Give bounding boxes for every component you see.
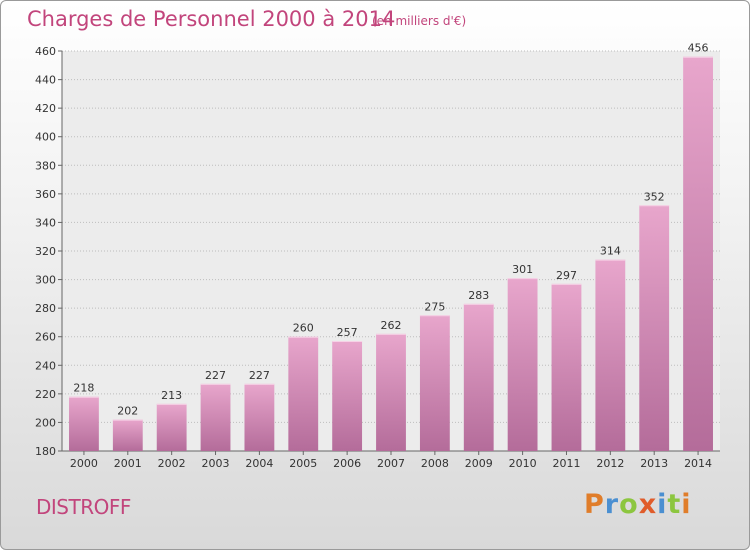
bar-value-label: 202 [117,405,138,418]
bar-value-label: 213 [161,389,182,402]
bar-value-label: 257 [337,326,358,339]
logo-letter: t [667,489,682,520]
bar-value-label: 227 [205,369,226,382]
logo-letter: r [604,489,620,520]
y-tick-label: 300 [35,274,56,287]
bar [463,303,494,451]
x-tick-label: 2004 [245,457,273,470]
y-tick-label: 360 [35,188,56,201]
chart-title: Charges de Personnel 2000 à 2014 [27,7,396,31]
bar [288,336,319,451]
bar [595,259,626,451]
bar-value-label: 297 [556,269,577,282]
x-tick-label: 2011 [552,457,580,470]
y-tick-label: 260 [35,331,56,344]
proxiti-logo: Proxiti [584,489,692,520]
x-tick-label: 2001 [114,457,142,470]
bar [419,315,450,451]
x-tick-label: 2010 [509,457,537,470]
bar [551,283,582,451]
x-tick-label: 2002 [158,457,186,470]
logo-letter: x [638,489,658,520]
y-tick-label: 460 [35,45,56,58]
x-tick-label: 2007 [377,457,405,470]
bar-value-label: 275 [424,300,445,313]
y-tick-label: 220 [35,388,56,401]
y-tick-label: 240 [35,359,56,372]
x-tick-label: 2003 [202,457,230,470]
bar [112,419,143,451]
logo-letter: P [584,489,605,520]
x-tick-label: 2012 [596,457,624,470]
logo-letter: i [681,489,692,520]
bar [244,383,275,451]
bar-value-label: 283 [468,289,489,302]
y-tick-label: 320 [35,245,56,258]
bar [683,56,713,451]
bar-value-label: 218 [73,382,94,395]
bar [156,403,187,451]
y-tick-label: 280 [35,302,56,315]
chart-subtitle: (en milliers d'€) [372,14,467,28]
bar-value-label: 227 [249,369,270,382]
bar [639,205,670,451]
y-tick-label: 180 [35,445,56,458]
x-tick-label: 2000 [70,457,98,470]
x-tick-label: 2008 [421,457,449,470]
y-tick-label: 340 [35,216,56,229]
x-tick-label: 2005 [289,457,317,470]
bar-value-label: 352 [644,190,665,203]
bar-value-label: 301 [512,263,533,276]
logo-letter: i [657,489,668,520]
x-tick-label: 2009 [465,457,493,470]
bar [200,383,231,451]
bar-value-label: 260 [293,322,314,335]
x-tick-label: 2013 [640,457,668,470]
y-tick-label: 420 [35,102,56,115]
y-tick-label: 400 [35,131,56,144]
bar [507,278,538,451]
bar-value-label: 314 [600,245,621,258]
bar [69,396,99,451]
x-tick-label: 2006 [333,457,361,470]
y-tick-label: 440 [35,74,56,87]
place-name: DISTROFF [36,495,131,519]
bar [332,341,363,451]
bar-value-label: 262 [381,319,402,332]
bar-value-label: 456 [688,42,709,55]
y-tick-label: 200 [35,416,56,429]
y-tick-label: 380 [35,159,56,172]
bar [376,333,406,451]
x-tick-label: 2014 [684,457,712,470]
logo-letter: o [619,489,639,520]
